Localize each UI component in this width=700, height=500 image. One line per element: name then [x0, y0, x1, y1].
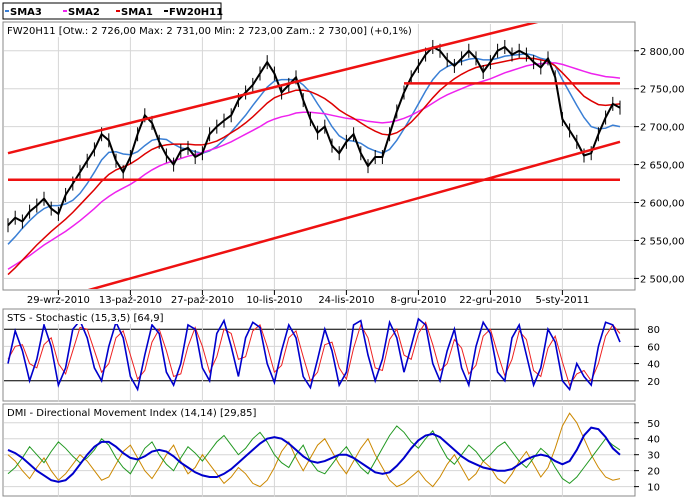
- dmi-panel: DMI - Directional Movement Index (14,14)…: [2, 403, 660, 497]
- dmi-series: [7, 412, 621, 488]
- date-x-tick-label: 29-wrz-2010: [27, 295, 90, 306]
- stochastic-panel-title: STS - Stochastic (15,3,5) [64,9]: [7, 313, 164, 324]
- price-panel-frame: [2, 21, 636, 291]
- stochastic-series: [7, 317, 621, 392]
- series-line-sma1: [7, 57, 621, 276]
- date-x-tick-label: 8-gru-2010: [390, 295, 446, 306]
- price-y-tick-label: 2 750,00: [640, 85, 685, 96]
- series-line-sma2: [7, 62, 621, 270]
- date-x-tick-label: 27-paź-2010: [171, 294, 234, 306]
- series-line-fw20h11: [7, 45, 621, 226]
- price-y-tick-label: 2 700,00: [640, 123, 685, 134]
- dmi-grid: [4, 406, 634, 497]
- trendlines: [7, 23, 621, 289]
- legend-sma3: SMA3: [10, 7, 42, 18]
- legend-sma1: SMA1: [121, 7, 153, 18]
- price-y-tick-label: 2 600,00: [640, 199, 685, 210]
- dmi-line-adx: [7, 426, 621, 483]
- dmi-line-minus-di: [7, 412, 621, 488]
- date-x-tick-label: 22-gru-2010: [459, 295, 521, 306]
- dmi-y-tick-label: 40: [647, 435, 660, 446]
- price-title-bg: [5, 24, 397, 37]
- price-y-tick-label: 2 650,00: [640, 161, 685, 172]
- dmi-y-tick-label: 10: [647, 483, 660, 494]
- price-panel-title: FW20H11 [Otw.: 2 726,00 Max: 2 731,00 Mi…: [7, 26, 412, 37]
- dmi-panel-frame: [2, 403, 636, 497]
- stochastic-line-k: [7, 317, 621, 392]
- stochastic-y-tick-label: 40: [647, 360, 660, 371]
- dmi-line-plusminus-di: [7, 425, 621, 485]
- legend-fw20h11: FW20H11: [169, 7, 223, 18]
- price-y-axis: 2 500,00 2 550,00 2 600,00 2 650,00 2 700,00…: [634, 47, 685, 285]
- dmi-title-bg: [5, 406, 243, 419]
- stochastic-y-tick-label: 80: [647, 325, 660, 336]
- price-panel: FW20H11 [Otw.: 2 726,00 Max: 2 731,00 Mi…: [2, 21, 685, 306]
- date-x-tick-label: 5-sty-2011: [535, 295, 589, 306]
- stochastic-y-tick-label: 20: [647, 377, 660, 388]
- dmi-y-axis: 10 20 30 40 50: [634, 419, 660, 494]
- price-y-tick-label: 2 500,00: [640, 274, 685, 285]
- stochastic-y-tick-label: 60: [647, 342, 660, 353]
- date-x-tick-label: 10-lis-2010: [246, 295, 302, 306]
- dmi-y-tick-label: 30: [647, 451, 660, 462]
- date-x-tick-label: 13-paź-2010: [99, 294, 162, 306]
- legend-sma2: SMA2: [68, 7, 100, 18]
- dmi-y-tick-label: 20: [647, 467, 660, 478]
- price-y-tick-label: 2 800,00: [640, 47, 685, 58]
- series-line-sma3: [7, 53, 621, 245]
- stochastic-title-bg: [5, 311, 183, 324]
- trendline: [87, 140, 621, 289]
- stochastic-y-axis: 20 40 60 80: [634, 325, 660, 388]
- trendline: [7, 23, 539, 155]
- price-y-tick-label: 2 550,00: [640, 236, 685, 247]
- date-x-axis: 29-wrz-2010 13-paź-2010 27-paź-2010 10-lis-…: [27, 290, 589, 306]
- dmi-panel-title: DMI - Directional Movement Index (14,14)…: [7, 408, 256, 419]
- stochastic-panel: STS - Stochastic (15,3,5) [64,9] 20 40 60 8…: [2, 308, 660, 402]
- price-series: [7, 39, 621, 276]
- legend: SMA3 SMA2 SMA1 FW20H11: [2, 2, 223, 20]
- dmi-y-tick-label: 50: [647, 419, 660, 430]
- date-x-tick-label: 24-lis-2010: [318, 295, 374, 306]
